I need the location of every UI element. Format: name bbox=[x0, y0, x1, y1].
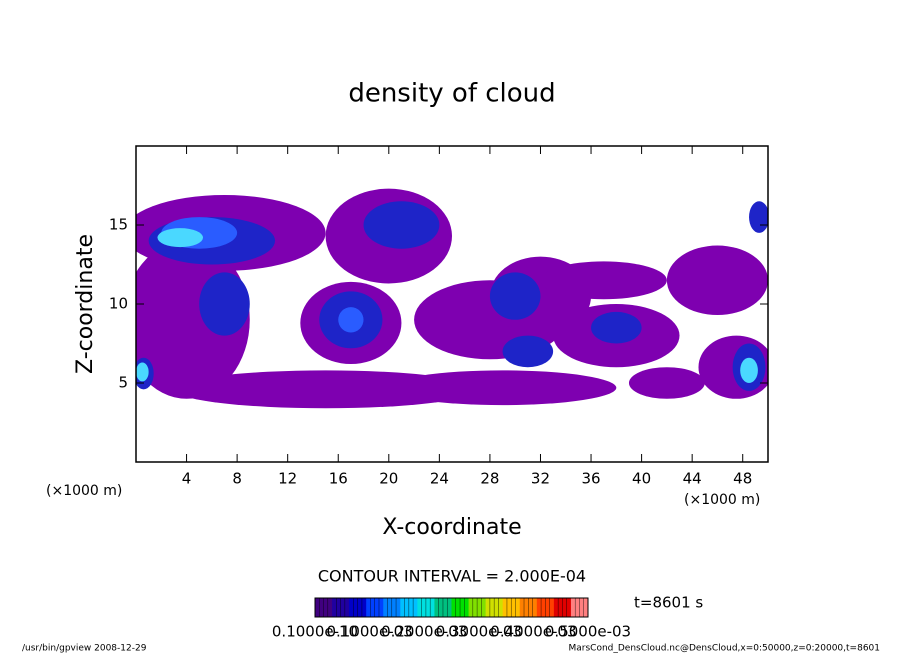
footer-right: MarsCond_DensCloud.nc@DensCloud,x=0:5000… bbox=[569, 644, 881, 654]
x-unit: (×1000 m) bbox=[684, 492, 760, 508]
colorbar-swatch bbox=[451, 598, 470, 617]
y-tick-label: 5 bbox=[118, 374, 128, 392]
cloud-region bbox=[540, 261, 667, 300]
x-tick-label: 32 bbox=[531, 470, 550, 488]
y-tick-label: 15 bbox=[109, 216, 128, 234]
x-tick-label: 16 bbox=[329, 470, 348, 488]
cloud-region bbox=[502, 335, 554, 368]
cloud-region bbox=[157, 228, 203, 248]
contour-field bbox=[136, 188, 768, 409]
cloud-region bbox=[740, 357, 758, 383]
x-tick-label: 12 bbox=[278, 470, 297, 488]
x-tick-label: 24 bbox=[430, 470, 449, 488]
colorbar-label: 0.2000e-03 bbox=[381, 623, 467, 641]
y-tick-label: 10 bbox=[109, 295, 128, 313]
x-tick-label: 40 bbox=[632, 470, 651, 488]
cloud-region bbox=[199, 272, 250, 336]
x-tick-label: 36 bbox=[581, 470, 600, 488]
cloud-region bbox=[489, 272, 541, 320]
colorbar-swatch bbox=[315, 598, 333, 617]
colorbar-swatch bbox=[400, 598, 418, 617]
cloud-region bbox=[388, 370, 617, 406]
colorbar-label: 0.5000e-03 bbox=[545, 623, 631, 641]
x-tick-label: 20 bbox=[379, 470, 398, 488]
colorbar-swatch bbox=[519, 598, 538, 617]
cloud-region bbox=[338, 307, 364, 333]
colorbar-swatch bbox=[570, 598, 589, 617]
x-tick-label: 8 bbox=[232, 470, 242, 488]
time-label: t=8601 s bbox=[634, 594, 703, 612]
footer-left: /usr/bin/gpview 2008-12-29 bbox=[22, 644, 147, 654]
cloud-region bbox=[591, 311, 642, 344]
colorbar-swatch bbox=[553, 598, 572, 617]
colorbar-label: 0.1000e-03 bbox=[326, 623, 412, 641]
x-axis-label: X-coordinate bbox=[382, 515, 521, 540]
colorbar-swatch bbox=[468, 598, 487, 617]
colorbar-swatch bbox=[417, 598, 435, 617]
colorbar-swatch bbox=[332, 598, 350, 617]
colorbar-swatch bbox=[502, 598, 521, 617]
colorbar-swatch bbox=[536, 598, 555, 617]
cloud-region bbox=[136, 362, 149, 382]
cloud-region bbox=[363, 201, 440, 249]
x-tick-label: 44 bbox=[683, 470, 702, 488]
cloud-region bbox=[749, 201, 768, 233]
x-tick-label: 48 bbox=[733, 470, 752, 488]
colorbar-frame bbox=[314, 597, 589, 618]
cloud-region bbox=[666, 245, 768, 316]
contour-interval: CONTOUR INTERVAL = 2.000E-04 bbox=[318, 567, 586, 586]
colorbar-swatch bbox=[485, 598, 504, 617]
x-tick-label: 4 bbox=[182, 470, 192, 488]
colorbar-label: 0.1000e-10 bbox=[272, 623, 358, 641]
chart-title: density of cloud bbox=[348, 79, 555, 109]
cloud-region bbox=[628, 367, 705, 399]
x-tick-label: 28 bbox=[480, 470, 499, 488]
colorbar-swatch bbox=[366, 598, 384, 617]
colorbar-swatch bbox=[383, 598, 401, 617]
y-unit: (×1000 m) bbox=[46, 483, 122, 499]
colorbar-label: 0.3000e-03 bbox=[436, 623, 522, 641]
colorbar-label: 0.4000e-03 bbox=[490, 623, 576, 641]
colorbar-swatch bbox=[434, 598, 452, 617]
colorbar-swatch bbox=[349, 598, 367, 617]
y-axis-label: Z-coordinate bbox=[73, 234, 98, 374]
